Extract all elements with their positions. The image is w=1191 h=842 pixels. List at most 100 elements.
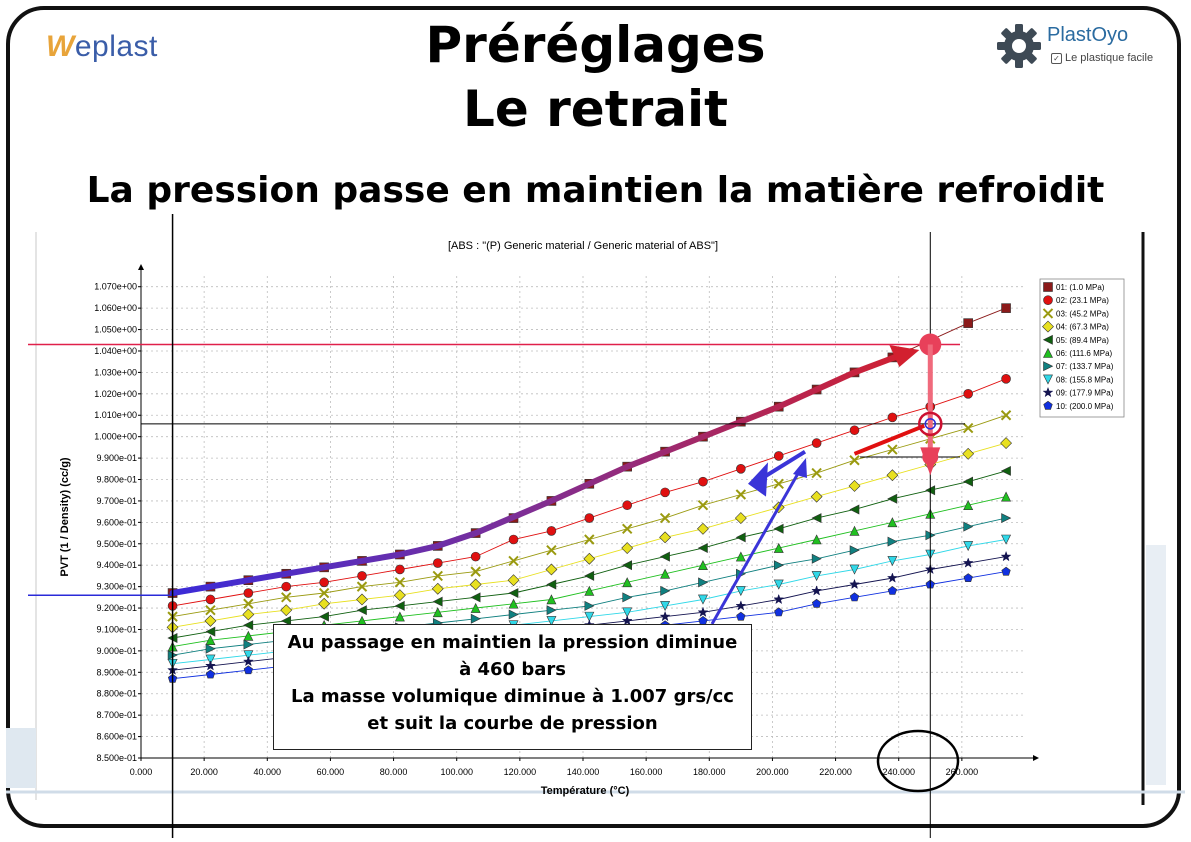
x-tick-label: 80.000: [380, 767, 408, 777]
legend-entry: 05: (89.4 MPa): [1056, 336, 1109, 345]
y-tick-label: 9.500e-01: [96, 539, 137, 549]
legend-entry: 02: (23.1 MPa): [1056, 296, 1109, 305]
data-point: [584, 600, 595, 611]
data-point: [849, 545, 860, 556]
data-point: [773, 542, 784, 553]
data-point: [507, 574, 520, 587]
data-point: [584, 513, 595, 523]
check-icon: ✓: [1051, 53, 1062, 64]
page-subtitle: La pression passe en maintien la matière…: [86, 170, 1105, 211]
y-tick-label: 9.100e-01: [96, 624, 137, 634]
data-point: [205, 643, 216, 654]
callout-line3: La masse volumique diminue à 1.007 grs/c…: [291, 686, 734, 707]
data-point: [810, 490, 823, 503]
data-point: [886, 469, 899, 482]
data-point: [963, 318, 973, 328]
legend-marker: [1043, 282, 1053, 292]
data-point: [243, 620, 254, 631]
data-point: [393, 589, 406, 602]
data-point: [205, 594, 216, 605]
data-point: [546, 544, 557, 556]
data-point: [887, 517, 898, 528]
x-tick-label: 260.000: [946, 767, 979, 777]
y-tick-label: 1.030e+00: [94, 367, 137, 377]
data-point: [660, 601, 671, 612]
x-tick-label: 60.000: [317, 767, 345, 777]
data-point: [697, 522, 709, 535]
data-point: [205, 660, 216, 671]
data-point: [621, 542, 634, 554]
y-tick-label: 8.700e-01: [96, 710, 137, 720]
series-5: [167, 465, 1011, 644]
data-point: [394, 611, 405, 622]
data-point: [508, 598, 519, 609]
data-point: [470, 613, 481, 624]
data-point: [281, 615, 292, 626]
callout-box: Au passage en maintien la pression dimin…: [273, 624, 752, 750]
data-point: [357, 571, 367, 581]
data-point: [508, 609, 519, 620]
data-point: [849, 455, 860, 466]
data-point: [280, 604, 293, 617]
data-point: [811, 585, 823, 596]
data-point: [887, 536, 898, 547]
data-point: [849, 425, 860, 436]
x-tick-label: 200.000: [756, 767, 789, 777]
y-tick-label: 1.000e+00: [94, 432, 137, 442]
data-point: [1000, 437, 1012, 450]
data-point: [318, 611, 329, 622]
annotation-ring-inner: [924, 418, 937, 430]
y-tick-label: 1.040e+00: [94, 346, 137, 356]
x-tick-label: 140.000: [567, 767, 600, 777]
legend-entry: 06: (111.6 MPa): [1056, 349, 1113, 358]
plastoyo-tagline: ✓ Le plastique facile: [1051, 52, 1153, 64]
data-point: [470, 602, 481, 613]
data-point: [242, 608, 255, 621]
data-point: [546, 594, 557, 605]
highlight-path: [169, 348, 915, 596]
data-point: [1001, 374, 1011, 384]
annotation-point-bottom: [922, 449, 939, 466]
data-point: [622, 607, 633, 618]
plastoyo-name: PlastOyo: [1047, 24, 1129, 46]
data-point: [318, 587, 330, 599]
data-point: [1001, 566, 1011, 576]
data-point: [697, 560, 708, 571]
data-point: [432, 596, 443, 607]
y-axis-arrow: [138, 264, 144, 270]
data-point: [584, 611, 595, 622]
y-tick-label: 8.500e-01: [96, 753, 137, 763]
data-point: [546, 605, 557, 616]
legend-entry: 09: (177.9 MPa): [1056, 389, 1114, 398]
data-point: [356, 593, 368, 606]
series-2: [167, 374, 1011, 611]
x-tick-label: 100.000: [440, 767, 473, 777]
blue-arrow-line: [758, 449, 807, 482]
data-point: [431, 582, 444, 595]
y-tick-label: 9.800e-01: [96, 475, 137, 485]
data-point: [735, 489, 747, 500]
data-point: [811, 438, 822, 448]
page-title: Préréglages: [425, 16, 766, 74]
data-point: [811, 571, 822, 582]
data-point: [356, 605, 367, 616]
data-point: [849, 504, 860, 515]
data-point: [470, 566, 481, 577]
data-point: [508, 588, 519, 599]
data-point: [735, 532, 746, 543]
data-point: [243, 650, 254, 661]
data-point: [243, 630, 254, 641]
data-point: [811, 513, 822, 524]
data-point: [736, 611, 746, 621]
data-point: [1000, 550, 1012, 562]
data-point: [697, 606, 709, 618]
y-tick-label: 9.400e-01: [96, 560, 137, 570]
annotation-red-link: [853, 423, 926, 456]
data-point: [204, 614, 217, 627]
data-point: [811, 534, 822, 545]
data-point: [205, 626, 216, 637]
x-tick-label: 120.000: [504, 767, 537, 777]
data-point: [849, 578, 861, 590]
legend-box: [1039, 278, 1125, 418]
